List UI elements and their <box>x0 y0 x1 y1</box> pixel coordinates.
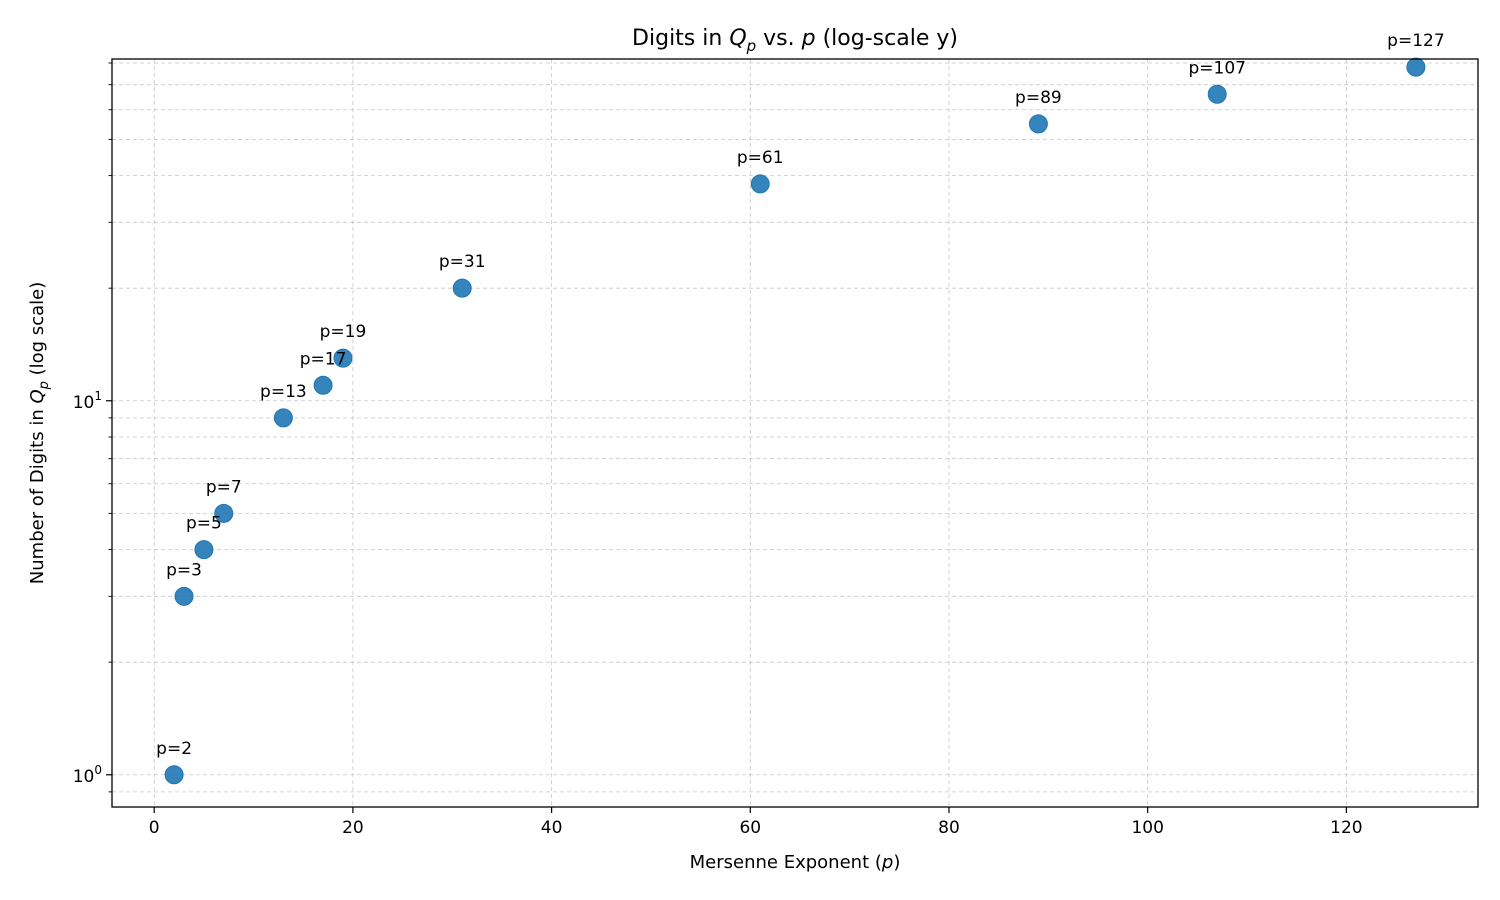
y-axis-ticks: 100 101 <box>73 62 112 793</box>
data-point <box>174 586 194 606</box>
data-point <box>1207 84 1227 104</box>
data-point <box>164 765 184 785</box>
x-axis-ticks: 0 20 40 60 80 100 120 <box>149 807 1363 838</box>
x-tick-label: 120 <box>1330 818 1362 838</box>
data-point <box>333 348 353 368</box>
x-axis-label: Mersenne Exponent (p) <box>690 852 901 873</box>
data-label: p=61 <box>737 148 784 168</box>
y-tick-label: 101 <box>73 389 102 413</box>
data-label: p=13 <box>260 382 307 402</box>
data-label: p=127 <box>1387 31 1444 51</box>
data-point <box>194 540 214 560</box>
data-label: p=2 <box>156 739 192 759</box>
data-label: p=19 <box>320 322 367 342</box>
plot-frame <box>111 58 1479 808</box>
point-labels: p=2 p=3 p=5 p=7 p=13 p=17 p=19 p=31 p=61 p=89 p=10… <box>156 31 1444 759</box>
x-tick-label: 20 <box>342 818 364 838</box>
data-point <box>214 503 234 523</box>
x-tick-label: 60 <box>739 818 761 838</box>
x-tick-label: 0 <box>149 818 160 838</box>
data-point <box>452 278 472 298</box>
data-label: p=31 <box>439 252 486 272</box>
chart-title: Digits in Qp vs. p (log-scale y) <box>632 26 958 55</box>
data-label: p=5 <box>186 514 222 534</box>
data-label: p=7 <box>206 477 242 497</box>
data-point <box>750 174 770 194</box>
data-point <box>313 375 333 395</box>
y-axis-label: Number of Digits in Qp (log scale) <box>27 282 52 584</box>
grid <box>112 59 1478 807</box>
x-tick-label: 80 <box>938 818 960 838</box>
data-points <box>164 57 1426 785</box>
data-label: p=89 <box>1015 88 1062 108</box>
data-label: p=17 <box>300 349 347 369</box>
y-tick-label: 100 <box>73 763 102 787</box>
data-point <box>1406 57 1426 77</box>
x-tick-label: 100 <box>1131 818 1163 838</box>
data-label: p=3 <box>166 560 202 580</box>
data-label: p=107 <box>1188 58 1245 78</box>
data-point <box>273 408 293 428</box>
x-tick-label: 40 <box>541 818 563 838</box>
data-point <box>1028 114 1048 134</box>
